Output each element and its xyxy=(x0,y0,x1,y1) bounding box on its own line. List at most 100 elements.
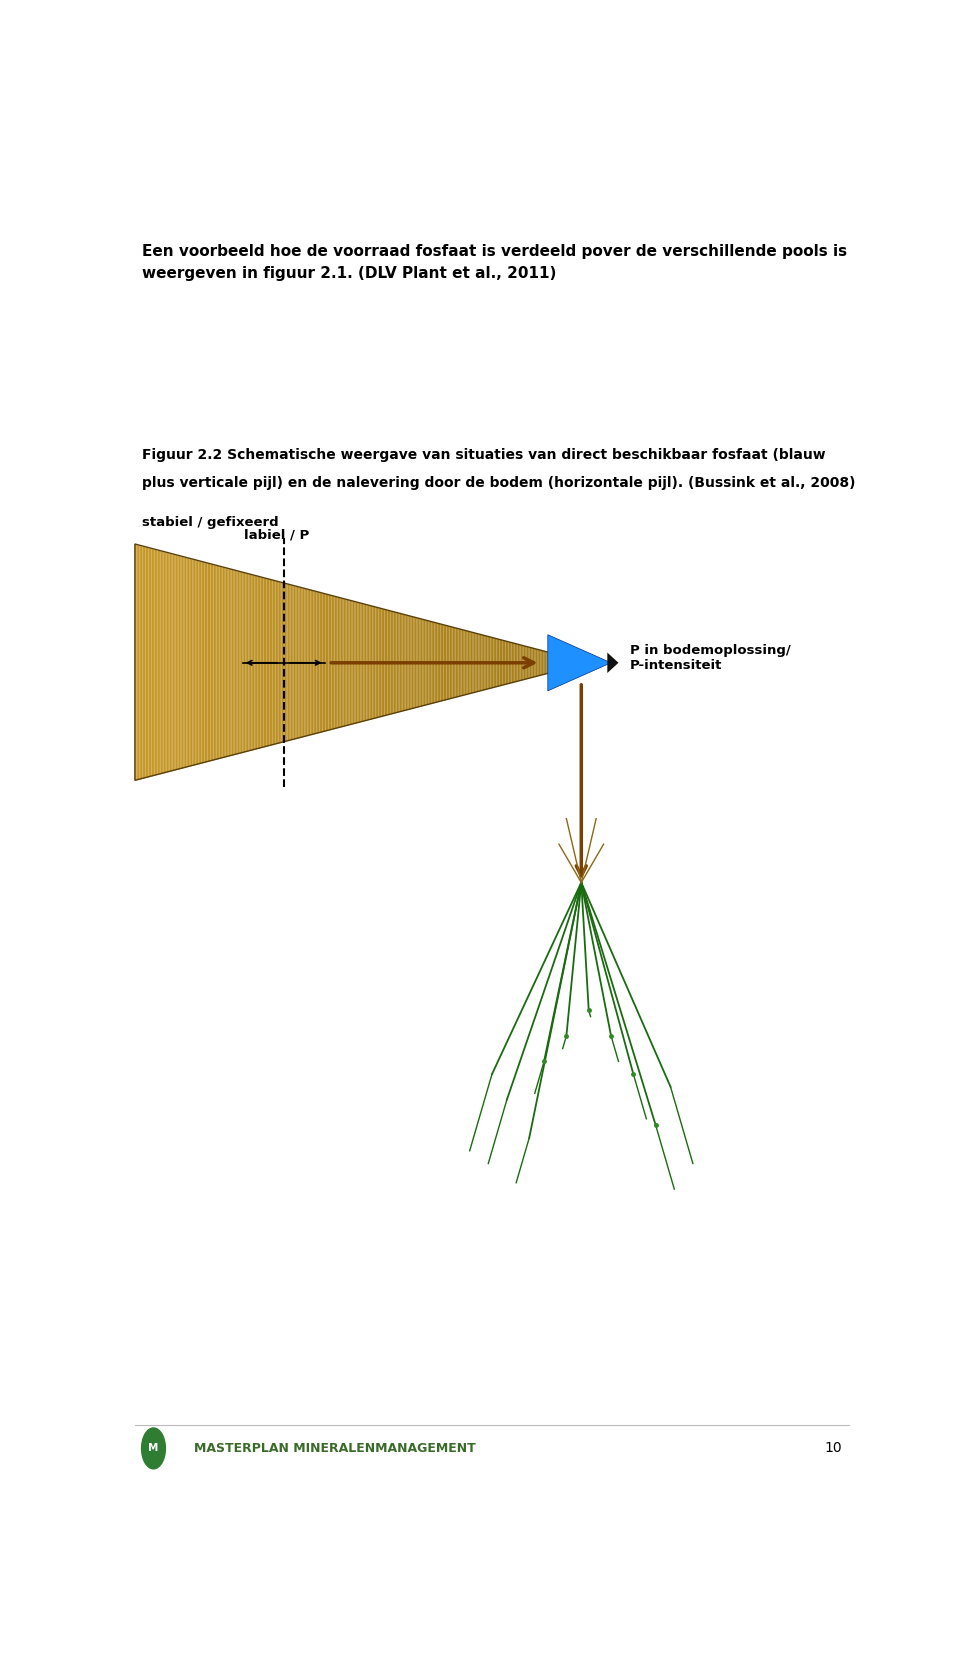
Circle shape xyxy=(141,1428,165,1468)
Polygon shape xyxy=(533,649,535,677)
Polygon shape xyxy=(410,615,412,710)
Polygon shape xyxy=(354,602,356,723)
Polygon shape xyxy=(236,571,238,755)
Polygon shape xyxy=(325,594,327,732)
Polygon shape xyxy=(562,655,563,670)
Polygon shape xyxy=(418,619,420,707)
Polygon shape xyxy=(153,549,155,776)
Polygon shape xyxy=(509,642,510,684)
Polygon shape xyxy=(299,587,300,738)
Polygon shape xyxy=(247,574,249,752)
Polygon shape xyxy=(209,564,210,761)
Polygon shape xyxy=(139,546,141,780)
Polygon shape xyxy=(157,551,159,775)
Polygon shape xyxy=(260,577,262,748)
Polygon shape xyxy=(321,592,323,733)
Polygon shape xyxy=(507,642,509,684)
Polygon shape xyxy=(346,599,347,727)
Polygon shape xyxy=(567,657,569,669)
Polygon shape xyxy=(249,574,250,752)
Polygon shape xyxy=(446,625,448,700)
Text: Een voorbeeld hoe de voorraad fosfaat is verdeeld pover de verschillende pools i: Een voorbeeld hoe de voorraad fosfaat is… xyxy=(142,244,848,259)
Polygon shape xyxy=(178,556,179,770)
Polygon shape xyxy=(439,624,441,702)
Polygon shape xyxy=(489,637,491,688)
Polygon shape xyxy=(262,577,263,748)
Polygon shape xyxy=(213,566,215,760)
Polygon shape xyxy=(551,654,552,672)
Polygon shape xyxy=(457,629,459,697)
Polygon shape xyxy=(417,617,418,708)
Polygon shape xyxy=(218,566,220,760)
Polygon shape xyxy=(585,662,586,664)
Polygon shape xyxy=(342,599,344,727)
Polygon shape xyxy=(512,642,513,684)
Polygon shape xyxy=(470,632,472,693)
Polygon shape xyxy=(563,655,564,670)
Polygon shape xyxy=(231,569,233,757)
Polygon shape xyxy=(517,644,519,682)
Polygon shape xyxy=(147,547,149,778)
Polygon shape xyxy=(138,546,139,780)
Polygon shape xyxy=(370,606,371,720)
Polygon shape xyxy=(224,567,226,758)
Polygon shape xyxy=(495,639,496,687)
Polygon shape xyxy=(344,599,346,727)
Polygon shape xyxy=(286,584,288,742)
Polygon shape xyxy=(377,607,378,718)
Polygon shape xyxy=(392,612,394,713)
Polygon shape xyxy=(176,556,178,770)
Polygon shape xyxy=(292,586,294,740)
Polygon shape xyxy=(339,597,341,728)
Polygon shape xyxy=(146,547,147,778)
Polygon shape xyxy=(291,586,292,740)
Polygon shape xyxy=(171,554,173,771)
Polygon shape xyxy=(409,615,410,710)
Polygon shape xyxy=(459,629,460,697)
Polygon shape xyxy=(442,624,444,702)
Polygon shape xyxy=(347,601,348,725)
Text: labiel / P: labiel / P xyxy=(244,529,309,541)
Polygon shape xyxy=(183,557,185,768)
Polygon shape xyxy=(407,615,409,710)
Polygon shape xyxy=(473,632,475,693)
Polygon shape xyxy=(250,574,252,752)
Polygon shape xyxy=(451,627,452,698)
Polygon shape xyxy=(531,647,533,679)
Polygon shape xyxy=(244,572,246,753)
Polygon shape xyxy=(506,640,507,685)
Polygon shape xyxy=(192,559,194,766)
Polygon shape xyxy=(422,619,423,707)
Polygon shape xyxy=(212,564,213,761)
Polygon shape xyxy=(297,587,299,738)
Polygon shape xyxy=(527,647,528,679)
Polygon shape xyxy=(493,639,495,687)
Polygon shape xyxy=(341,599,342,727)
Polygon shape xyxy=(257,577,259,750)
Polygon shape xyxy=(220,567,221,758)
Polygon shape xyxy=(230,569,231,757)
Polygon shape xyxy=(462,630,463,695)
Polygon shape xyxy=(252,576,254,750)
Polygon shape xyxy=(548,635,611,690)
Polygon shape xyxy=(149,547,150,778)
Polygon shape xyxy=(246,574,247,752)
Polygon shape xyxy=(265,579,267,747)
Polygon shape xyxy=(285,584,286,742)
Polygon shape xyxy=(317,592,318,733)
Polygon shape xyxy=(449,627,451,698)
Polygon shape xyxy=(498,639,499,687)
Polygon shape xyxy=(188,559,189,766)
Polygon shape xyxy=(483,635,485,690)
Polygon shape xyxy=(378,609,380,718)
Polygon shape xyxy=(454,627,456,698)
Polygon shape xyxy=(516,644,517,682)
Polygon shape xyxy=(554,654,556,672)
Polygon shape xyxy=(423,620,425,705)
Polygon shape xyxy=(134,544,136,781)
Polygon shape xyxy=(194,561,196,765)
Polygon shape xyxy=(520,645,522,680)
Polygon shape xyxy=(398,614,399,712)
Polygon shape xyxy=(206,562,207,763)
Polygon shape xyxy=(150,549,152,776)
